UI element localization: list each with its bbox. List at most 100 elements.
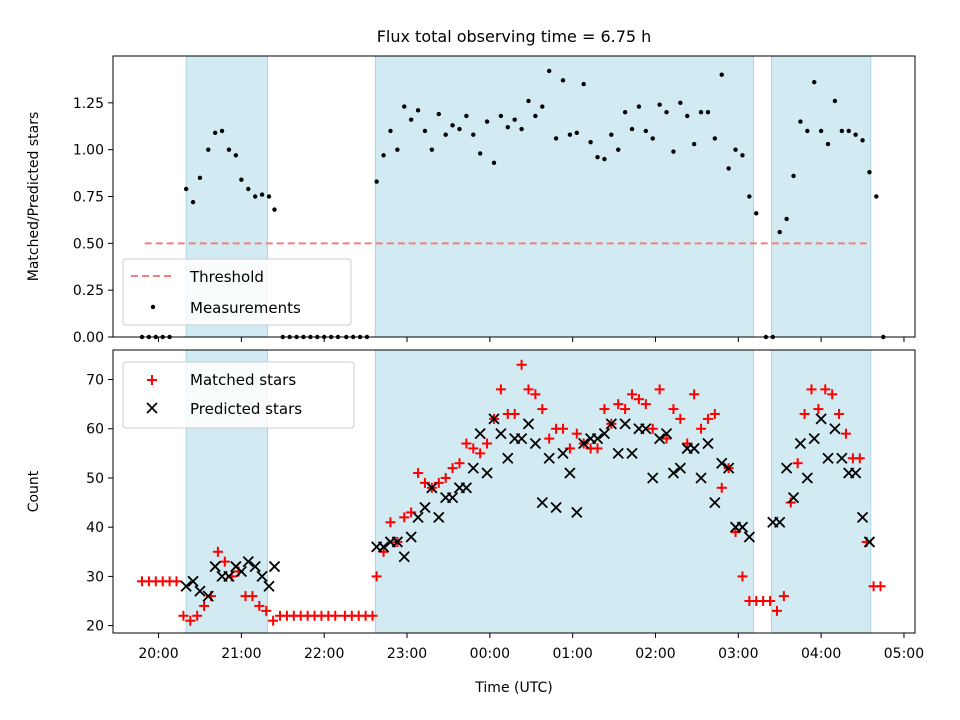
y-tick-label: 50 <box>86 471 104 487</box>
predicted-stars-point <box>723 462 735 474</box>
predicted-stars-point <box>571 506 583 519</box>
measurement-point <box>388 128 393 134</box>
predicted-stars-point <box>774 516 786 528</box>
measurement-point <box>588 139 593 145</box>
predicted-stars-point <box>863 536 876 548</box>
matched-stars-point <box>247 591 258 602</box>
matched-stars-point <box>482 438 493 449</box>
measurement-point <box>246 186 251 192</box>
measurement-point <box>740 153 745 158</box>
y-tick-label: 0.25 <box>73 283 104 299</box>
predicted-stars-point <box>564 467 576 479</box>
predicted-stars-point <box>426 482 438 494</box>
predicted-stars-point <box>256 570 268 583</box>
measurement-point <box>747 194 752 199</box>
matched-stars-point <box>854 453 865 464</box>
matched-stars-point <box>771 605 782 616</box>
predicted-stars-point <box>688 442 700 455</box>
measurement-point <box>685 113 690 119</box>
measurement-point <box>266 194 272 199</box>
legend-measurements-marker <box>150 304 156 310</box>
matched-stars-point <box>792 458 803 469</box>
predicted-stars-point <box>529 437 542 450</box>
matched-stars-point <box>330 610 341 621</box>
chart-title: Flux total observing time = 6.75 h <box>377 27 652 46</box>
predicted-stars-point <box>235 565 248 578</box>
legend-matched-marker <box>147 375 157 385</box>
predicted-stars-point <box>550 501 562 514</box>
measurement-point <box>616 147 621 152</box>
matched-stars-point <box>633 394 644 405</box>
predicted-stars-point <box>557 447 569 459</box>
measurement-point <box>664 110 669 115</box>
predicted-stars-point <box>801 472 813 484</box>
matched-stars-point <box>778 591 789 602</box>
measurement-point <box>464 113 469 119</box>
predicted-stars-point <box>702 437 714 450</box>
predicted-stars-point <box>419 501 431 514</box>
measurement-point <box>832 98 838 104</box>
matched-stars-point <box>696 423 707 434</box>
legend-box <box>122 258 352 326</box>
y-axis-label: Count <box>26 470 42 512</box>
measurement-point <box>691 141 697 147</box>
predicted-stars-point <box>398 551 410 563</box>
predicted-stars-point <box>474 428 486 440</box>
measurement-point <box>609 132 614 137</box>
x-tick-label: 01:00 <box>552 646 592 662</box>
matched-stars-point <box>371 571 382 582</box>
predicted-stars-point <box>640 423 652 435</box>
matched-stars-point <box>627 389 638 400</box>
measurement-point <box>533 113 538 119</box>
measurement-point <box>567 132 573 137</box>
matched-stars-point <box>461 438 472 449</box>
predicted-stars-point <box>460 482 473 494</box>
predicted-stars-point <box>695 472 707 484</box>
predicted-stars-point <box>249 560 261 573</box>
predicted-stars-point <box>743 531 755 543</box>
predicted-stars-point <box>667 467 680 479</box>
matched-stars-point <box>447 463 458 474</box>
predicted-stars-point <box>780 462 793 474</box>
matched-stars-point <box>765 596 776 607</box>
matched-stars-point <box>709 408 720 419</box>
measurement-point <box>777 229 782 235</box>
measurement-point <box>798 119 803 124</box>
measurement-point <box>259 192 265 197</box>
measurement-point <box>190 199 196 205</box>
predicted-stars-point <box>653 432 666 445</box>
matched-stars-point <box>564 443 575 454</box>
matched-stars-point <box>571 428 582 439</box>
predicted-stars-point <box>736 521 749 533</box>
predicted-stars-point <box>202 590 214 602</box>
matched-stars-point <box>834 408 845 419</box>
matched-stars-point <box>668 404 679 415</box>
measurement-point <box>252 194 258 199</box>
matched-stars-point <box>192 610 203 621</box>
predicted-stars-point <box>619 418 631 430</box>
measurement-point <box>415 108 421 113</box>
observing-window-shade <box>771 349 872 634</box>
matched-stars-point <box>544 433 555 444</box>
legend-measurements-label: Measurements <box>190 299 301 317</box>
measurement-point <box>860 138 865 143</box>
matched-stars-point <box>840 428 851 439</box>
measurement-point <box>233 153 239 158</box>
matched-stars-point <box>537 404 548 415</box>
observing-window-shade <box>771 55 872 338</box>
matched-stars-point <box>620 404 631 415</box>
matched-stars-point <box>199 600 210 611</box>
matched-stars-point <box>737 571 748 582</box>
matched-stars-point <box>433 477 444 488</box>
y-tick-label: 0.00 <box>73 330 104 346</box>
measurement-point <box>733 147 738 152</box>
x-tick-label: 05:00 <box>884 646 924 662</box>
measurement-point <box>581 81 586 87</box>
measurement-point <box>818 128 824 134</box>
predicted-stars-point <box>605 418 617 430</box>
y-tick-label: 70 <box>86 373 104 389</box>
measurement-point <box>226 147 232 152</box>
predicted-stars-point <box>856 511 869 523</box>
legend-box <box>122 361 355 429</box>
